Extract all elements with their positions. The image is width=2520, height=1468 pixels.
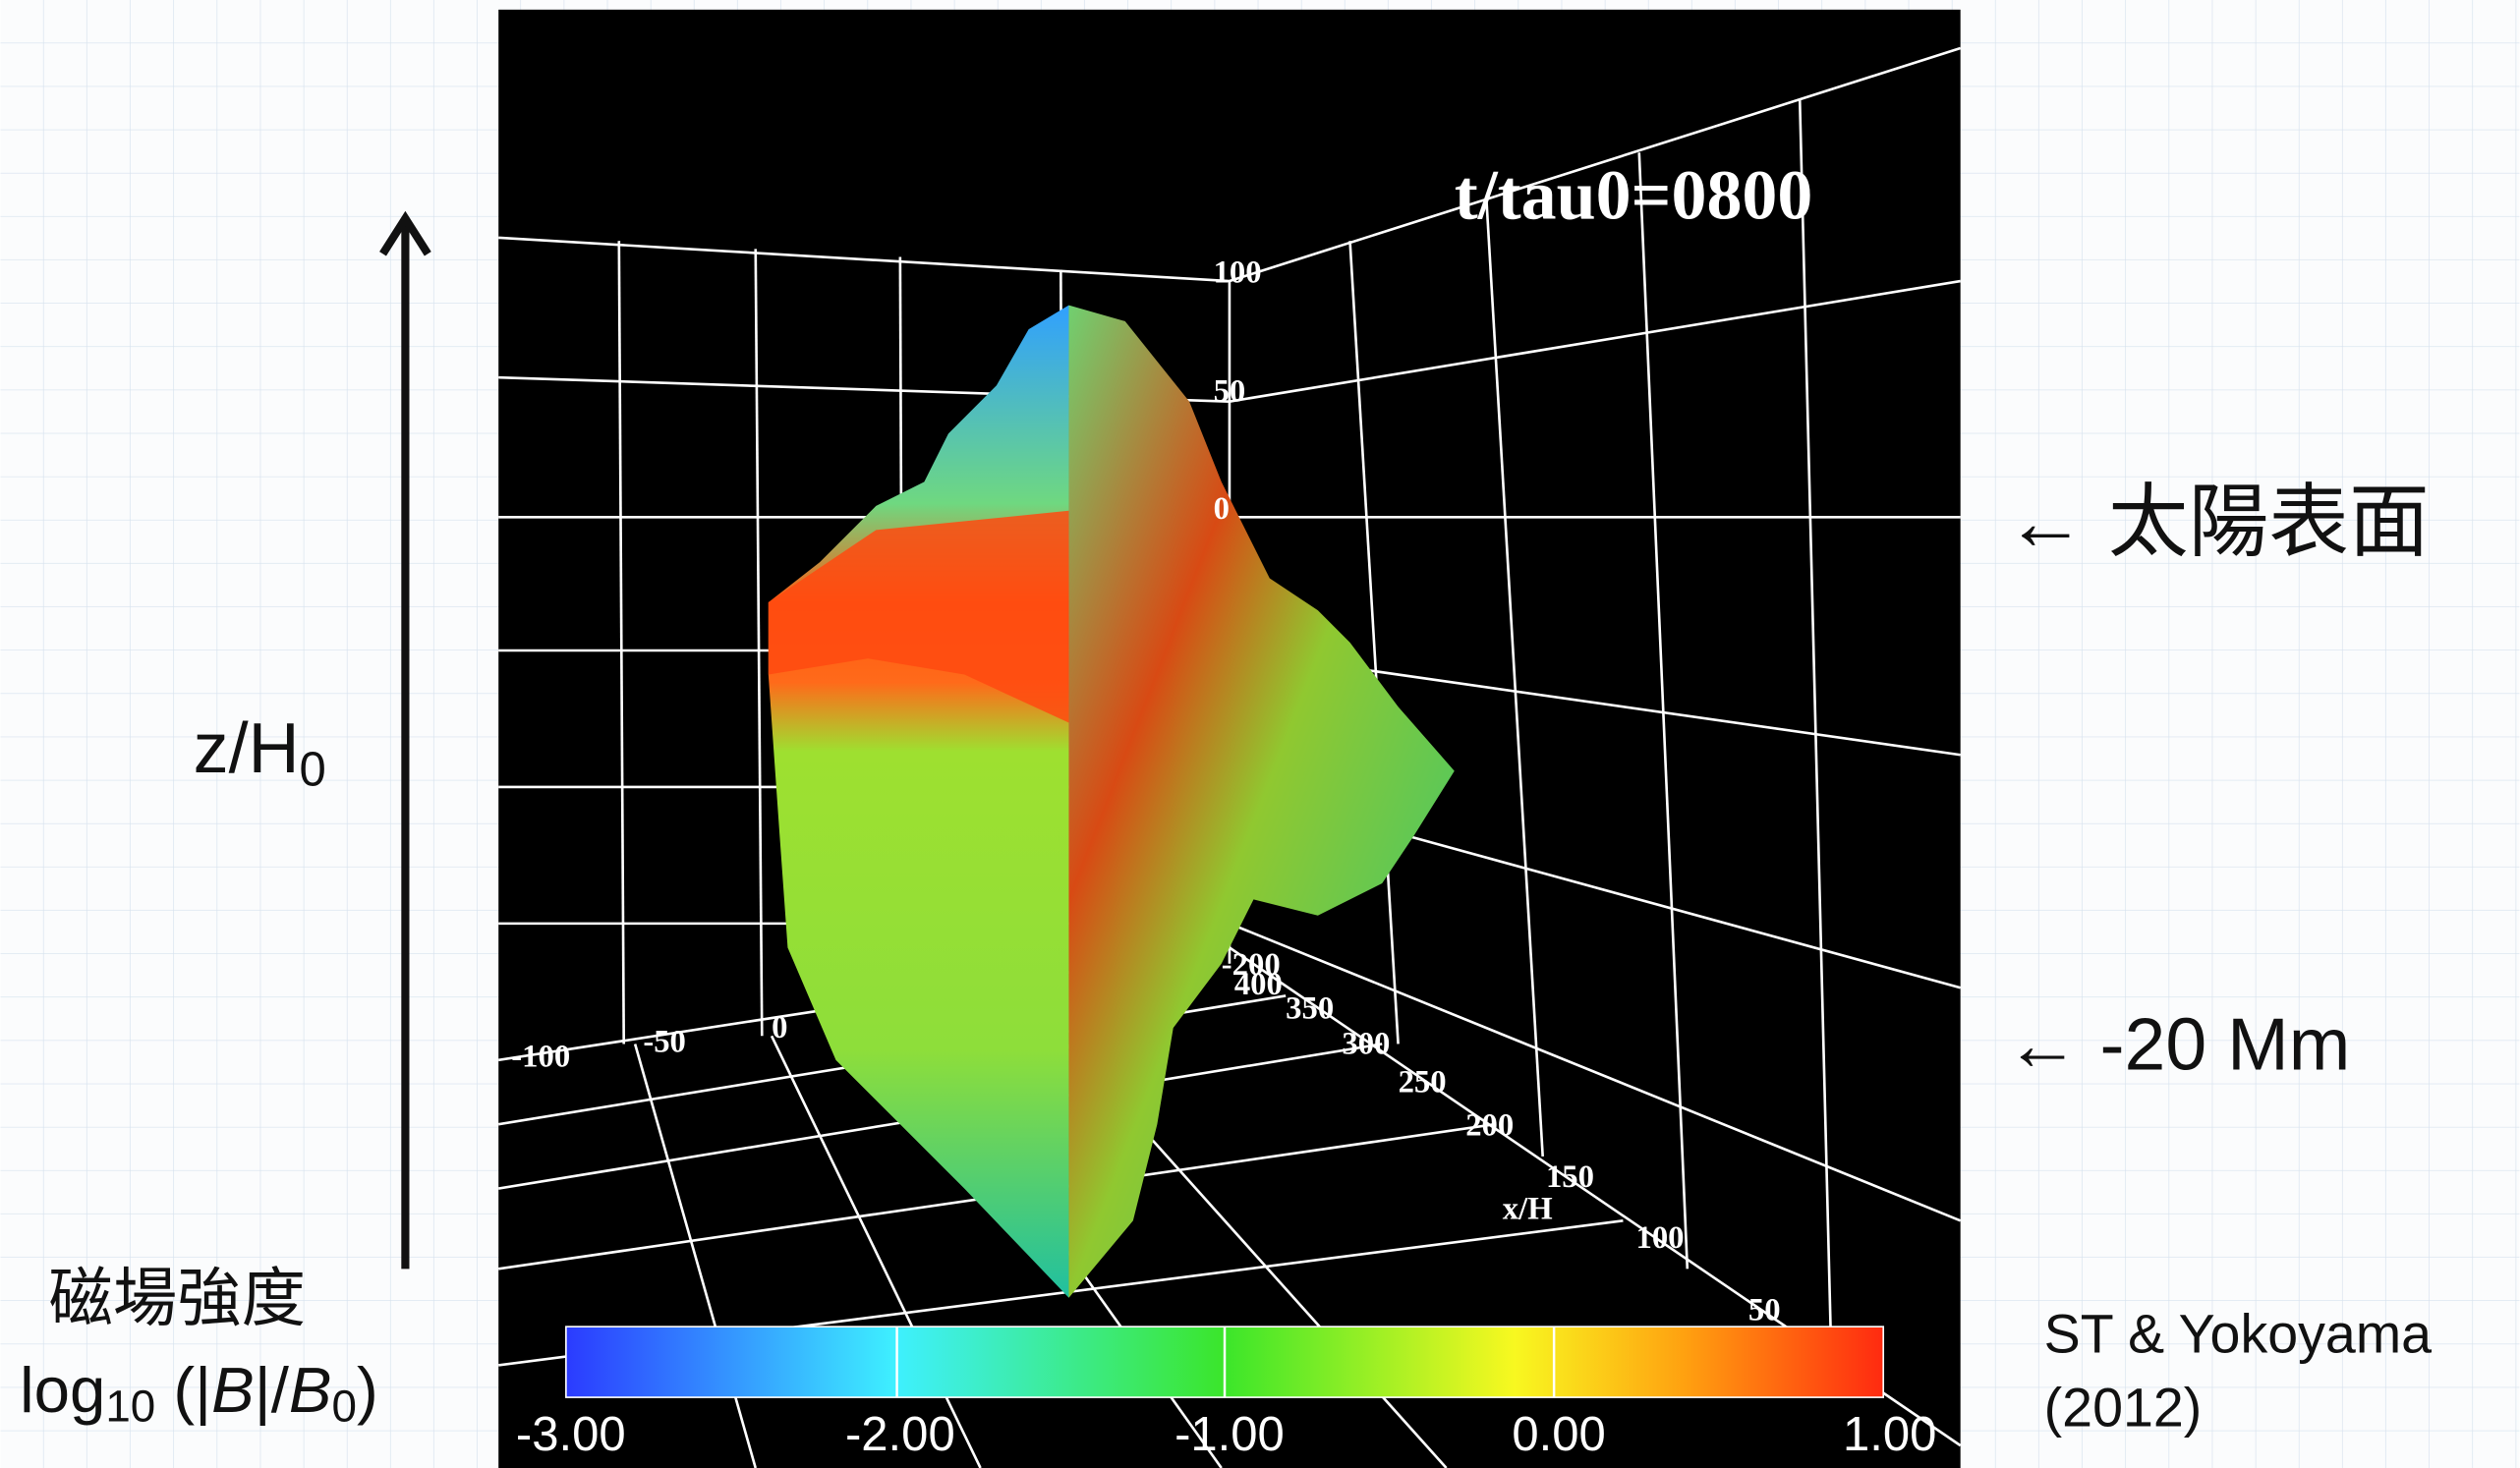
slide: z/H0 磁場強度 log10 (|B|/B0) t/tau0=0800 100 — [0, 0, 2520, 1468]
x-tick: 100 — [1635, 1220, 1684, 1256]
colorbar-tick: -2.00 — [845, 1408, 955, 1461]
colorbar-tick: -1.00 — [1174, 1408, 1285, 1461]
credit: (2012) — [2044, 1378, 2203, 1439]
z-tick: 0 — [1214, 491, 1230, 527]
y-tick: -50 — [643, 1025, 686, 1060]
z-tick: 50 — [1214, 374, 1246, 410]
y-tick: 0 — [772, 1010, 787, 1045]
z-tick: 100 — [1214, 255, 1262, 291]
annotation: ← 太陽表面 — [2005, 478, 2429, 567]
x-tick: 200 — [1465, 1108, 1514, 1144]
x-tick: 300 — [1342, 1026, 1390, 1061]
colorbar-tick: -3.00 — [516, 1408, 626, 1461]
colorbar-tick: 1.00 — [1843, 1408, 1936, 1461]
colorbar-tick: 0.00 — [1512, 1408, 1605, 1461]
y-tick: -100 — [511, 1039, 570, 1074]
x-tick: 250 — [1399, 1065, 1447, 1101]
annotation: ← -20 Mm — [2005, 1003, 2350, 1086]
credit: ST & Yokoyama — [2044, 1303, 2432, 1364]
colorbar-title: 磁場強度 — [49, 1263, 307, 1334]
colorbar-formula: log10 (|B|/B0) — [20, 1354, 378, 1432]
x-tick: 50 — [1748, 1293, 1781, 1328]
x-tick: 350 — [1286, 990, 1334, 1026]
x-axis-label: x/H — [1503, 1192, 1553, 1227]
time-label: t/tau0=0800 — [1455, 155, 1813, 234]
x-tick: 400 — [1234, 967, 1283, 1002]
x-tick: 150 — [1546, 1159, 1594, 1195]
